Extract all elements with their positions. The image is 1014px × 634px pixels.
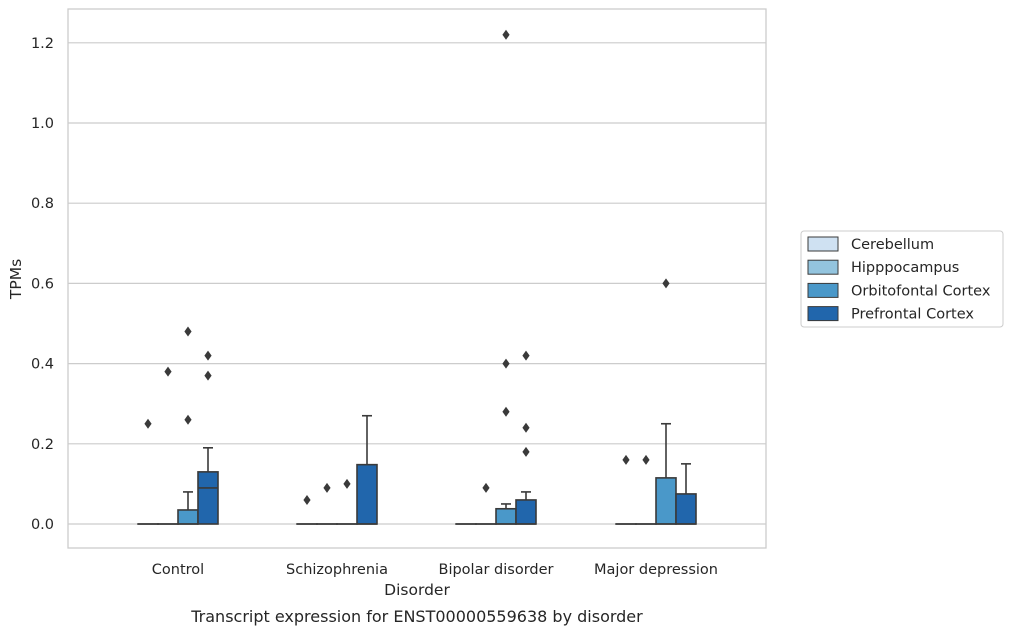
box-group [296,494,318,525]
x-tick-label: Control [152,562,204,578]
outlier-point [482,482,490,493]
x-tick-label: Bipolar disorder [439,562,554,578]
outlier-point [184,414,192,425]
box [515,499,537,525]
legend-swatch [807,259,839,275]
outlier-point [662,278,670,289]
box-group [137,418,159,525]
outlier-point [502,358,510,369]
legend-label: Cerebellum [851,237,934,253]
legend-swatch [807,236,839,252]
y-tick-labels: 0.0 0.2 0.4 0.6 0.8 1.0 1.2 [31,36,54,533]
box [495,507,517,525]
x-axis-title: Disorder [384,581,450,599]
outlier-point [502,29,510,40]
y-tick-label: 0.6 [31,276,54,292]
box-group [197,350,219,525]
outlier-point [522,446,530,457]
outlier-point [502,406,510,417]
outlier-point [303,494,311,505]
legend-swatch [807,282,839,298]
y-tick-label: 0.0 [31,517,54,533]
box [675,493,697,525]
y-tick-label: 0.4 [31,357,54,373]
box-group [177,326,199,525]
box [177,509,199,525]
outlier-point [144,418,152,429]
box [655,477,677,525]
y-tick-label: 1.0 [31,116,54,132]
x-tick-label: Major depression [594,562,718,578]
legend-label: Prefrontal Cortex [851,307,974,323]
outlier-point [343,478,351,489]
outlier-point [204,370,212,381]
box-group [316,482,338,525]
y-tick-label: 1.2 [31,36,54,52]
legend-swatch [807,306,839,322]
outlier-point [522,350,530,361]
x-tick-labels: Control Schizophrenia Bipolar disorder Majo… [152,562,718,578]
legend-label: Hipppocampus [851,260,959,276]
legend-frame [800,230,1004,328]
outlier-point [184,326,192,337]
outlier-point [164,366,172,377]
y-tick-label: 0.8 [31,196,54,212]
box-group [157,366,179,525]
box-group [515,350,537,525]
outlier-point [522,422,530,433]
legend-label: Orbitofontal Cortex [851,283,991,299]
box-group [336,478,358,525]
box-plots [137,29,697,525]
x-tick-label: Schizophrenia [286,562,388,578]
plot-area [68,9,766,548]
y-tick-label: 0.2 [31,437,54,453]
outlier-point [622,454,630,465]
box-group [356,414,378,525]
box-group [615,454,637,525]
y-axis-title: TPMs [7,259,25,300]
plot-frame [67,8,767,549]
outlier-point [642,454,650,465]
chart-caption: Transcript expression for ENST0000055963… [190,607,643,626]
box [197,471,219,525]
outlier-point [204,350,212,361]
outlier-point [323,482,331,493]
gridlines [68,42,766,525]
legend: Cerebellum Hipppocampus Orbitofontal Corte… [800,230,1004,328]
box-group [495,29,517,525]
box-group [675,463,697,525]
box [356,463,378,525]
